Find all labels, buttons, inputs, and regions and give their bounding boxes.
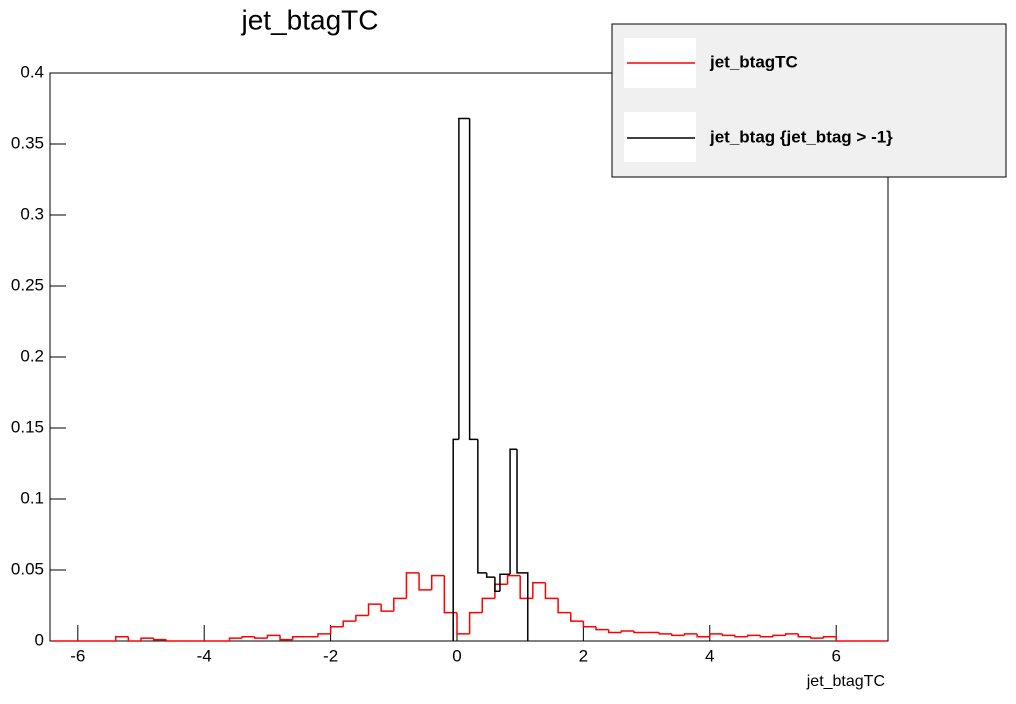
histogram-bin bbox=[494, 577, 500, 593]
histogram-bin bbox=[367, 603, 382, 616]
histogram-bin bbox=[114, 635, 129, 641]
histogram-bin bbox=[380, 604, 394, 612]
histogram-bin bbox=[228, 637, 243, 641]
histogram-bin bbox=[127, 636, 142, 642]
histogram-bin bbox=[430, 574, 445, 590]
x-tick-label: 4 bbox=[705, 646, 714, 665]
histogram-bin bbox=[810, 636, 824, 639]
histogram-bin bbox=[759, 635, 773, 638]
histogram-bin bbox=[734, 635, 748, 638]
histogram-bin bbox=[509, 448, 518, 575]
y-tick-label: 0 bbox=[35, 630, 44, 649]
histogram-bin bbox=[516, 449, 529, 641]
y-tick-label: 0.05 bbox=[11, 559, 44, 578]
histogram-bin bbox=[458, 117, 470, 440]
histogram-bin bbox=[342, 620, 356, 627]
x-tick-label: -2 bbox=[323, 646, 338, 665]
histogram-bin bbox=[241, 635, 255, 639]
histogram-bin bbox=[405, 572, 420, 599]
histogram-bin bbox=[544, 582, 559, 600]
histogram-bin bbox=[481, 597, 495, 613]
y-tick-label: 0.4 bbox=[20, 62, 44, 81]
histogram-bin bbox=[746, 634, 761, 637]
y-tick-label: 0.2 bbox=[20, 346, 44, 365]
legend-label: jet_btagTC bbox=[709, 52, 798, 71]
y-tick-label: 0.15 bbox=[11, 417, 44, 436]
x-tick-label: -4 bbox=[197, 646, 212, 665]
histogram-bin bbox=[499, 573, 511, 592]
histogram-bin bbox=[506, 574, 521, 585]
histogram-bin bbox=[784, 633, 799, 636]
histogram-bin bbox=[152, 638, 167, 641]
histogram-bin bbox=[633, 631, 647, 634]
histogram-bin bbox=[822, 635, 837, 639]
x-tick-label: 6 bbox=[831, 646, 840, 665]
histogram-bin bbox=[452, 438, 459, 641]
histogram-bin bbox=[393, 597, 407, 612]
histogram-bin bbox=[468, 118, 478, 441]
y-tick-label: 0.35 bbox=[11, 133, 44, 152]
histogram-bin bbox=[557, 598, 571, 614]
histogram-bin bbox=[456, 612, 470, 635]
histogram-bin bbox=[355, 614, 369, 622]
histogram-bin bbox=[569, 612, 584, 622]
y-tick-label: 0.3 bbox=[20, 204, 44, 223]
x-tick-label: 0 bbox=[452, 646, 461, 665]
histogram-bin bbox=[477, 439, 487, 574]
histogram-bin bbox=[721, 633, 736, 637]
histogram-bin bbox=[532, 582, 546, 599]
histogram-bin bbox=[582, 621, 597, 628]
histogram-bin bbox=[607, 629, 622, 634]
histogram-bin bbox=[683, 633, 698, 636]
histogram-bin bbox=[658, 632, 672, 635]
plot-area: 0 0.05 0.1 0.15 0.2 0.25 0.3 0.35 0.4 -6 -4 -2 0 2 4 6 bbox=[11, 62, 887, 665]
histogram-bin bbox=[140, 637, 154, 641]
histogram-bin bbox=[797, 633, 811, 638]
histogram-bin bbox=[696, 633, 710, 638]
histogram-bin bbox=[165, 639, 179, 642]
histogram-bin bbox=[519, 575, 533, 600]
legend-swatch-bg bbox=[624, 112, 696, 162]
chart-title: jet_btagTC bbox=[241, 4, 379, 35]
histogram-bin bbox=[709, 633, 723, 637]
histogram-bin bbox=[468, 611, 483, 634]
y-tick-label: 0.1 bbox=[20, 488, 44, 507]
x-axis-label: jet_btagTC bbox=[806, 673, 885, 690]
legend: jet_btagTC jet_btag {jet_btag > -1} bbox=[611, 23, 1007, 178]
histogram-bin bbox=[485, 572, 495, 578]
histogram-bin bbox=[254, 636, 268, 639]
histogram-bin bbox=[418, 572, 432, 591]
histogram-bin bbox=[291, 635, 306, 640]
histogram-bin bbox=[671, 633, 685, 637]
legend-label: jet_btag {jet_btag > -1} bbox=[709, 127, 893, 146]
histogram-bin bbox=[595, 626, 609, 631]
histogram-bin bbox=[329, 626, 344, 634]
histogram-bin bbox=[266, 634, 281, 639]
histogram-bin bbox=[279, 635, 293, 641]
histogram-bin bbox=[772, 634, 786, 637]
x-tick-label: 2 bbox=[579, 646, 588, 665]
histogram-bin bbox=[835, 636, 849, 642]
y-tick-label: 0.25 bbox=[11, 275, 44, 294]
histogram-bin bbox=[317, 633, 331, 637]
histogram-bin bbox=[620, 630, 634, 633]
x-tick-label: -6 bbox=[70, 646, 85, 665]
